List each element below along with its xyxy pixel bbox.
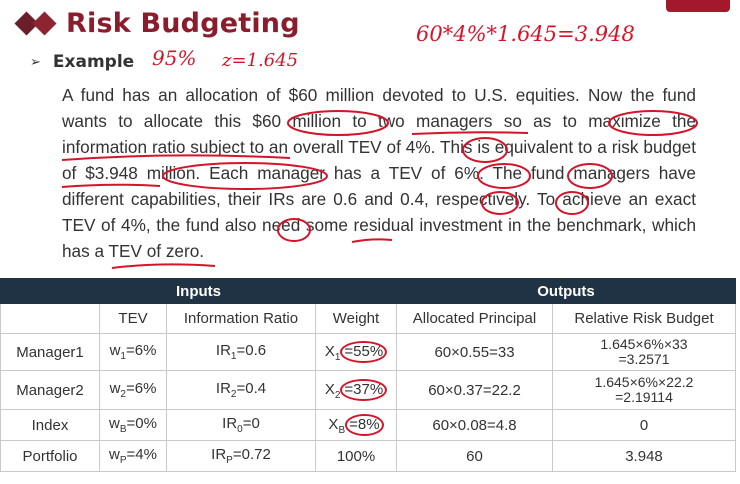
rrb-cell: 1.645×6%×33 =3.2571 [552, 333, 736, 371]
underline-benchmark [111, 263, 216, 269]
corner-badge [666, 0, 730, 12]
rrb-cell: 3.948 [552, 440, 736, 472]
row-name: Index [0, 409, 100, 441]
weight-cell: XB =8% [315, 409, 397, 441]
col-header-tev: TEV [99, 303, 167, 334]
tev-cell: wB=0% [99, 409, 167, 441]
principal-cell: 60×0.37=22.2 [396, 370, 553, 410]
circle-mark-weight: =37% [340, 379, 388, 401]
principal-cell: 60×0.08=4.8 [396, 409, 553, 441]
annotation-calculation: 60*4%*1.645=3.948 [416, 22, 635, 46]
tev-cell: wP=4% [99, 440, 167, 472]
arrow-bullet-icon: ➢ [30, 54, 41, 70]
inputs-header: Inputs [0, 278, 397, 304]
ir-cell: IR0=0 [166, 409, 316, 441]
tev-cell: w2=6% [99, 370, 167, 410]
principal-cell: 60×0.55=33 [396, 333, 553, 371]
principal-cell: 60 [396, 440, 553, 472]
tev-cell: w1=6% [99, 333, 167, 371]
ir-cell: IR1=0.6 [166, 333, 316, 371]
table-row: Portfolio wP=4% IRP=0.72 100% 60 3.948 [0, 440, 736, 472]
ir-cell: IRP=0.72 [166, 440, 316, 472]
circle-mark-weight: =8% [345, 414, 384, 436]
example-label: Example [52, 52, 135, 72]
col-header-principal: Allocated Principal [396, 303, 553, 334]
circle-mark-weight: =55% [340, 341, 388, 363]
ir-cell: IR2=0.4 [166, 370, 316, 410]
title-bar: Risk Budgeting [14, 4, 300, 42]
weight-cell: X2 =37% [315, 370, 397, 410]
weight-cell: 100% [315, 440, 397, 472]
diamond-bullet-icon [14, 8, 64, 38]
risk-budget-table: Inputs Outputs TEV Information Ratio Wei… [0, 278, 736, 472]
rrb-cell: 1.645×6%×22.2 =2.19114 [552, 370, 736, 410]
row-name: Portfolio [0, 440, 100, 472]
weight-cell: X1 =55% [315, 333, 397, 371]
col-header-ir: Information Ratio [166, 303, 316, 334]
col-header-name [0, 303, 100, 334]
problem-paragraph: A fund has an allocation of $60 million … [62, 85, 696, 261]
row-name: Manager1 [0, 333, 100, 371]
col-header-rrb: Relative Risk Budget [552, 303, 736, 334]
annotation-confidence: 95% [152, 46, 197, 70]
rrb-cell: 0 [552, 409, 736, 441]
slide-title: Risk Budgeting [66, 7, 300, 39]
outputs-header: Outputs [396, 278, 736, 304]
example-heading: ➢ Example [30, 52, 134, 72]
table-row: Manager1 w1=6% IR1=0.6 X1 =55% 60×0.55=33… [0, 333, 736, 371]
annotation-z-value: z=1.645 [222, 50, 299, 71]
row-name: Manager2 [0, 370, 100, 410]
table-row: Manager2 w2=6% IR2=0.4 X2 =37% 60×0.37=22… [0, 370, 736, 410]
col-header-weight: Weight [315, 303, 397, 334]
table-row: Index wB=0% IR0=0 XB =8% 60×0.08=4.8 0 [0, 409, 736, 441]
